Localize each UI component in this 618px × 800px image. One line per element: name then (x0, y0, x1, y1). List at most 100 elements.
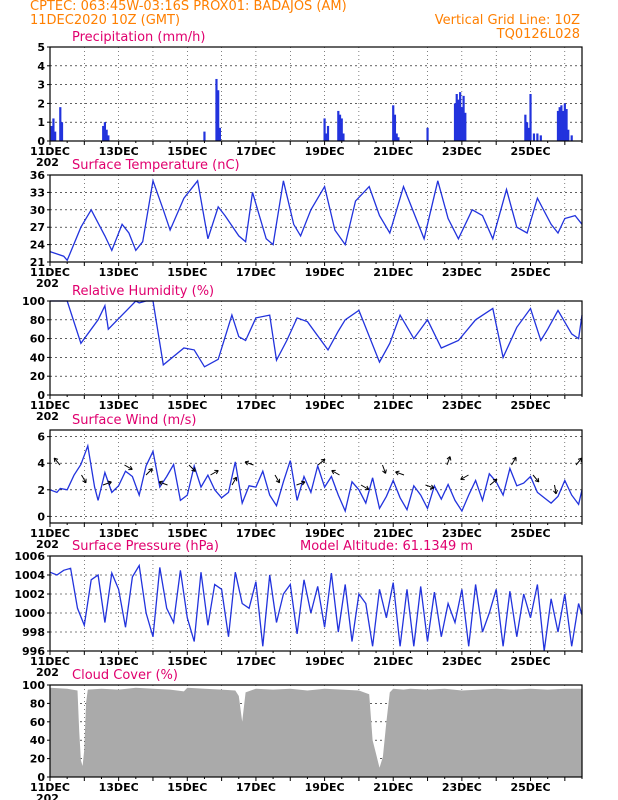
wind-arrow (188, 464, 196, 472)
y-tick-label: 998 (22, 626, 45, 639)
y-tick-label: 996 (22, 645, 45, 658)
x-tick-label: 23DEC (442, 655, 482, 668)
wind-arrow-head (82, 478, 87, 484)
y-tick-label: 0 (37, 510, 45, 523)
x-tick-label: 21DEC (373, 145, 413, 158)
x-tick-label: 23DEC (442, 527, 482, 540)
x-tick-label: 21DEC (373, 399, 413, 412)
panel-5: 996 998 1000 1002 1004 1006 11DEC 13DEC 15DEC 17D… (14, 539, 583, 679)
x-tick-label: 21DEC (373, 655, 413, 668)
y-tick-label: 4 (37, 457, 45, 470)
model-altitude-label: Model Altitude: 61.1349 m (300, 539, 473, 554)
wind-arrow (511, 456, 517, 466)
x-tick-label: 13DEC (99, 266, 139, 279)
y-tick-label: 80 (30, 697, 46, 710)
y-tick-label: 20 (30, 370, 46, 383)
precip-bar (105, 129, 108, 141)
y-tick-label: 0 (37, 389, 45, 402)
x-tick-label: 17DEC (236, 266, 276, 279)
precip-bar (457, 99, 460, 141)
wind-arrow-head (553, 489, 558, 495)
precip-bar (529, 94, 532, 141)
precip-bar (453, 103, 457, 141)
y-tick-label: 2 (37, 484, 45, 497)
y-tick-label: 100 (22, 679, 45, 692)
y-tick-label: 3 (37, 79, 45, 92)
panel-title: Surface Pressure (hPa) (72, 539, 219, 554)
x-tick-label: 13DEC (99, 145, 139, 158)
precip-bar (527, 127, 530, 141)
precip-bar (565, 109, 568, 141)
precip-bar (54, 131, 57, 141)
panel-2: 21 24 27 30 33 36 11DEC 13DEC 15DEC 17DEC 19DEC 21D… (30, 158, 583, 290)
wind-arrow-head (53, 457, 59, 463)
panel-frame (49, 174, 583, 263)
precip-bar (558, 107, 561, 141)
wind-arrow (124, 464, 133, 470)
precip-bar (560, 105, 563, 141)
wind-arrow-head (492, 478, 498, 484)
wind-arrow (231, 476, 237, 486)
wind-arrow-head (382, 469, 387, 474)
x-year-label: 202 (36, 792, 59, 800)
x-tick-label: 17DEC (236, 655, 276, 668)
precip-bar (342, 133, 345, 141)
precip-bar (218, 127, 221, 141)
y-tick-label: 20 (30, 753, 46, 766)
y-tick-label: 1006 (14, 550, 45, 563)
wind-arrow (446, 456, 451, 466)
wind-arrow-head (460, 475, 465, 481)
y-tick-label: 36 (30, 169, 46, 182)
wind-arrow (244, 461, 254, 466)
y-tick-label: 4 (37, 60, 45, 73)
x-tick-label: 15DEC (167, 655, 207, 668)
precip-bar (59, 107, 62, 141)
x-tick-label: 21DEC (373, 781, 413, 794)
wind-arrow (158, 481, 168, 486)
wind-arrow-head (446, 456, 452, 461)
wind-arrow-head (214, 469, 219, 475)
panel-frame (49, 429, 583, 524)
wind-arrow-head (534, 477, 540, 483)
series-line (49, 443, 583, 514)
y-tick-label: 2 (37, 97, 45, 110)
x-tick-label: 13DEC (99, 655, 139, 668)
x-year-label: 202 (36, 277, 59, 290)
wind-arrow (81, 474, 87, 484)
y-tick-label: 1004 (14, 569, 45, 582)
y-tick-label: 40 (30, 734, 46, 747)
wind-arrow (274, 474, 280, 484)
wind-arrow (317, 458, 326, 466)
panel-title: Surface Wind (m/s) (72, 413, 196, 428)
wind-arrow-head (320, 458, 326, 464)
panel-title: Relative Humidity (%) (72, 284, 214, 299)
y-tick-label: 1 (37, 116, 45, 129)
x-year-label: 202 (36, 538, 59, 551)
panel-1: 0 1 2 3 4 5 11DEC 13DEC 15DEC 17DEC 19DEC 21DEC 23DE… (30, 30, 583, 169)
wind-arrow (360, 484, 370, 490)
x-tick-label: 25DEC (511, 527, 551, 540)
header-date: 11DEC2020 10Z (GMT) (30, 13, 181, 28)
wind-arrow (575, 457, 583, 466)
panel-frame (49, 300, 583, 396)
wind-arrow-head (107, 480, 112, 486)
y-tick-label: 80 (30, 314, 46, 327)
wind-arrow-head (191, 467, 196, 472)
precip-bar (102, 125, 105, 141)
x-tick-label: 21DEC (373, 266, 413, 279)
panel-frame (49, 46, 583, 142)
precip-bar (203, 131, 206, 141)
x-tick-label: 19DEC (305, 527, 345, 540)
x-tick-label: 11DEC (30, 527, 70, 540)
precip-bar (525, 122, 529, 141)
x-tick-label: 25DEC (511, 266, 551, 279)
precip-bar (323, 118, 326, 141)
x-tick-label: 17DEC (236, 781, 276, 794)
precip-bar (395, 133, 398, 141)
x-tick-label: 11DEC (30, 145, 70, 158)
wind-arrow (382, 464, 387, 474)
panel-6: 0 20 40 60 80 100 11DEC 13DEC 15DEC 17DEC 19DEC 21D… (22, 668, 583, 800)
x-tick-label: 15DEC (167, 527, 207, 540)
wind-arrow-head (244, 460, 250, 466)
